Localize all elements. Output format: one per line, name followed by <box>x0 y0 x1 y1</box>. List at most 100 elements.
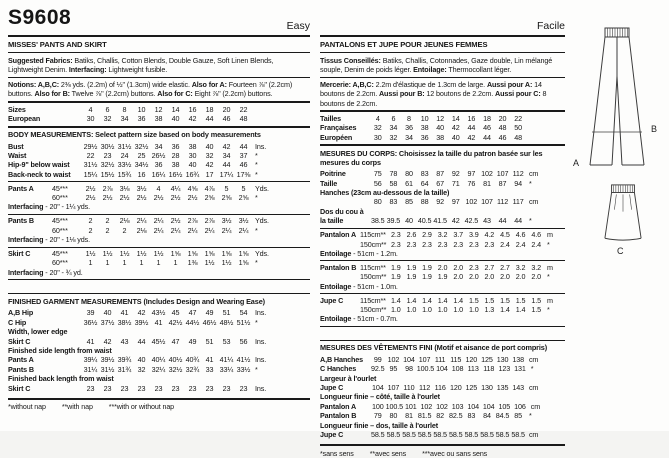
value-cell: 2¼ <box>187 225 198 235</box>
value-cell: 40 <box>436 123 445 133</box>
table-row: Tailles 4 6 8 10 12 14 16 18 20 22 <box>320 114 565 123</box>
value-cell: 1.9 <box>422 262 432 272</box>
value-cell: 2½ <box>187 193 198 203</box>
unit-cell: * <box>255 193 258 203</box>
value-cell: 76 <box>467 178 476 188</box>
value-cell: 46 <box>498 132 507 142</box>
text-segment: - 51cm - 1.0m. <box>351 281 398 291</box>
value-cell: 22 <box>514 113 523 123</box>
value-cell: 1.3 <box>484 304 495 314</box>
row-label: Hip-9" below waist <box>8 160 70 170</box>
value-cell: 58.5 <box>511 430 525 440</box>
text-segment: Finished back length from waist <box>8 374 114 384</box>
value-cell: 83 <box>420 169 429 179</box>
value-cell: 2.3 <box>453 239 463 249</box>
value-cell: 38 <box>188 141 197 151</box>
value-cell: 42 <box>205 160 214 170</box>
value-cell: 40 <box>451 132 460 142</box>
value-cell: 120 <box>465 354 478 364</box>
value-cell: 105 <box>498 401 511 411</box>
value-cell: 103 <box>451 401 464 411</box>
value-cell: 80 <box>373 197 382 207</box>
text-segment: Entoilage <box>320 314 352 324</box>
value-cell: 28 <box>171 150 180 160</box>
value-cell: 2⅝ <box>221 193 232 203</box>
value-cell: 2⅞ <box>187 216 198 226</box>
table-row: C Hanches 92.5 95 98 100.5 104 108 113 118 123 131… <box>320 364 565 373</box>
yardage-pants-b-en: Pants B 45*** 2 2 2⅛ 2¼ 2¼ 2½ 2⅞ 2⅞ 3½ 3½ Yds. 60*** 2… <box>8 215 310 248</box>
value-cell: 48 <box>498 123 507 133</box>
view-b-label: B <box>651 124 658 134</box>
value-cell: 2.4 <box>515 239 526 249</box>
value-cell: 58.5 <box>495 430 510 440</box>
value-cell: 16½ <box>168 169 183 179</box>
pattern-number: S9608 <box>8 6 72 29</box>
value-cell: 38.5 <box>371 216 385 226</box>
value-cell: 44 <box>137 336 146 346</box>
value-cell: 30 <box>86 114 95 124</box>
value-cell: 30 <box>188 150 197 160</box>
value-cell: 92.5 <box>371 364 385 374</box>
text-segment: Interfacing: <box>68 64 107 74</box>
unit-cell: cm <box>528 383 539 393</box>
value-cell: 61 <box>405 178 413 188</box>
value-cell: 32½ <box>168 364 183 374</box>
value-cell: 2.0 <box>515 272 526 282</box>
value-cell: 143 <box>512 383 524 393</box>
table-row: A,B Hip 39 40 41 42 43½ 45 47 49 51 54 Ins. <box>8 308 310 317</box>
row-label: Jupe C <box>320 430 344 440</box>
table-row: 150cm** 1.9 1.9 1.9 1.9 2.0 2.0 2.0 2.0 2.0 2.0 * <box>320 272 565 281</box>
text-segment: *without nap <box>8 403 46 412</box>
fabric-width-cell: 45*** <box>52 183 68 193</box>
spacer <box>320 327 565 340</box>
value-cell: 2.3 <box>437 239 448 249</box>
value-cell: 15½ <box>100 169 115 179</box>
value-cell: 58.5 <box>433 430 447 440</box>
row-label: C Hip <box>8 317 27 327</box>
value-cell: 1.4 <box>500 304 510 314</box>
yardage-skirt-c-en: Skirt C 45*** 1½ 1½ 1½ 1½ 1½ 1⅝ 1⅝ 1⅝ 1⅝ 1⅝ Yds. 60**… <box>8 248 310 281</box>
row-label: Pants B <box>8 364 34 374</box>
value-cell: 1.9 <box>390 272 401 282</box>
value-cell: 14 <box>171 104 180 114</box>
value-cell: 39.5 <box>386 216 401 226</box>
text-segment: Interfacing <box>8 235 44 245</box>
row-label: Pantalon B <box>320 411 357 421</box>
text-segment: ***with or without nap <box>108 403 175 412</box>
nap-footnotes-en: *without nap **with nap ***with or without… <box>8 400 310 412</box>
value-cell: 23 <box>120 383 129 393</box>
value-cell: 1.4 <box>406 295 417 305</box>
value-cell: 2.0 <box>453 272 463 282</box>
value-cell: 34 <box>154 141 163 151</box>
value-cell: 14 <box>451 113 460 123</box>
value-cell: 34½ <box>134 160 149 170</box>
value-cell: 92 <box>436 197 445 207</box>
unit-cell: Yds. <box>255 216 269 226</box>
value-cell: 51 <box>222 308 231 318</box>
text-segment: 8 boutons de 2.2cm. <box>320 89 547 108</box>
value-cell: 6 <box>391 113 396 123</box>
value-cell: 17¼ <box>219 169 234 179</box>
row-label: Back-neck to waist <box>8 169 71 179</box>
value-cell: 130 <box>481 383 493 393</box>
value-cell: 138 <box>512 354 524 364</box>
value-cell: 125 <box>465 383 478 393</box>
value-cell: 58.5 <box>449 430 463 440</box>
value-cell: 2½ <box>85 183 96 193</box>
value-cell: 50 <box>514 123 523 133</box>
value-cell: 45½ <box>151 336 166 346</box>
value-cell: 123 <box>498 364 511 374</box>
value-cell: 39½ <box>100 355 115 365</box>
row-label: Dos du cou à la taille <box>320 206 364 226</box>
value-cell: 58.5 <box>386 430 401 440</box>
value-cell: 20 <box>498 113 507 123</box>
value-cell: 44 <box>205 114 214 124</box>
fabric-width-cell: 45*** <box>52 249 68 259</box>
value-cell: 1.9 <box>437 272 448 282</box>
value-cell: 41½ <box>236 355 251 365</box>
text-segment: ***avec ou sans sens <box>422 449 488 458</box>
value-cell: 42 <box>137 308 146 318</box>
table-row: C Hip 36½ 37½ 38½ 39½ 41 42½ 44½ 46½ 48½ 51½ * <box>8 318 310 327</box>
row-label: Jupe C <box>320 295 344 305</box>
value-cell: 84 <box>483 411 491 421</box>
